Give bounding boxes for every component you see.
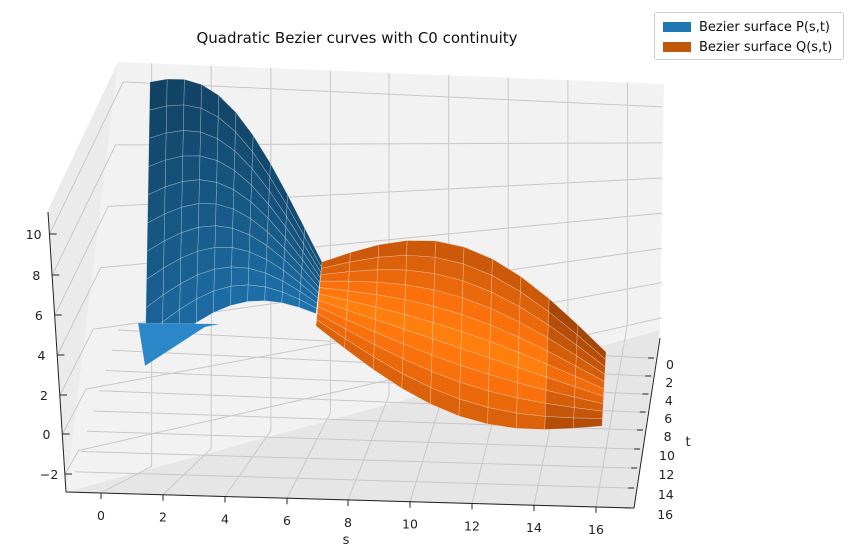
y-tick-label: 16	[657, 507, 673, 522]
grid-line	[49, 81, 663, 235]
surface-p-patch	[247, 284, 266, 302]
grid-line	[87, 430, 635, 450]
chart-title: Quadratic Bezier curves with C0 continui…	[196, 29, 517, 47]
legend-label-p: Bezier surface P(s,t)	[699, 19, 830, 35]
x-tick-label: 8	[344, 515, 352, 530]
surface-q-patch	[406, 240, 436, 258]
surface-q-patch	[377, 254, 407, 271]
surface-p-patch	[183, 78, 202, 109]
x-tick-label: 4	[221, 511, 229, 526]
legend-label-q: Bezier surface Q(s,t)	[699, 39, 833, 55]
surfaces	[137, 78, 607, 430]
legend: Bezier surface P(s,t) Bezier surface Q(s…	[654, 12, 844, 60]
y-tick-label: 0	[666, 357, 674, 372]
y-tick-label: 4	[665, 393, 673, 408]
grid-line	[286, 70, 331, 499]
z-tick-label: 6	[35, 308, 43, 323]
x-tick-label: 16	[588, 522, 604, 537]
y-axis-ticks: 0 2 4 6 8 10 12 14 16	[625, 357, 675, 522]
legend-swatch-p	[663, 22, 691, 32]
y-tick-label: 2	[665, 375, 673, 390]
legend-swatch-q	[663, 42, 691, 52]
y-axis-line	[633, 337, 661, 509]
z-tick-label: 0	[43, 427, 51, 442]
surface-p-patch	[197, 225, 216, 252]
axis-lines	[47, 211, 661, 509]
x-axis-ticks: 0 2 4 6 8 10 12 14 16	[97, 492, 604, 537]
surface-p-patch	[137, 322, 221, 367]
z-tick-label: −2	[40, 467, 58, 482]
y-tick-label: 12	[658, 467, 674, 482]
grid-line	[51, 142, 663, 276]
x-tick-label: 14	[526, 520, 542, 535]
surface-p-patch	[149, 78, 168, 111]
y-tick-label: 8	[664, 429, 672, 444]
legend-item-p: Bezier surface P(s,t)	[663, 18, 830, 36]
x-axis-label: s	[343, 533, 350, 548]
x-axis-line	[65, 491, 635, 509]
z-axis-line	[47, 211, 67, 493]
grid-line	[595, 82, 628, 508]
grid-line	[80, 451, 632, 469]
surface-q-patch	[544, 416, 575, 430]
surface-p-patch	[181, 179, 200, 208]
surface-q-patch	[573, 417, 603, 429]
surface-p-patch	[198, 179, 217, 205]
z-tick-label: 10	[26, 227, 42, 242]
surface-p-patch	[298, 298, 317, 315]
legend-item-q: Bezier surface Q(s,t)	[663, 38, 832, 56]
surface-p-patch	[230, 266, 250, 287]
surface-p-patch	[214, 225, 234, 248]
y-tick-label: 6	[664, 411, 672, 426]
surface-p-patch	[183, 104, 202, 133]
surface-p-patch	[182, 130, 201, 157]
surface-p-patch	[199, 155, 218, 183]
surface-q-patch	[348, 269, 378, 283]
x-tick-label: 0	[97, 508, 105, 523]
surface-p-patch	[166, 78, 185, 107]
surface-p-patch	[214, 247, 233, 270]
grid-line	[57, 212, 663, 356]
surface-p-patch	[165, 130, 184, 161]
z-tick-label: 8	[32, 268, 40, 283]
y-tick-label: 10	[659, 448, 675, 463]
surface-p-patch	[198, 203, 217, 228]
surface-p-patch	[182, 155, 201, 182]
x-tick-label: 2	[159, 510, 167, 525]
y-axis-label: t	[685, 435, 690, 450]
surface-p-patch	[165, 104, 185, 134]
grid-line	[347, 72, 390, 501]
x-tick-label: 10	[402, 517, 418, 532]
x-tick-label: 12	[464, 518, 480, 533]
x-tick-label: 6	[283, 513, 291, 528]
z-axis-ticks: −2 0 2 4 6 8 10	[26, 227, 73, 482]
grid-line	[54, 177, 663, 316]
z-tick-label: 4	[37, 348, 45, 363]
z-tick-label: 2	[40, 388, 48, 403]
grid-line	[74, 471, 629, 489]
y-tick-label: 14	[658, 487, 674, 502]
